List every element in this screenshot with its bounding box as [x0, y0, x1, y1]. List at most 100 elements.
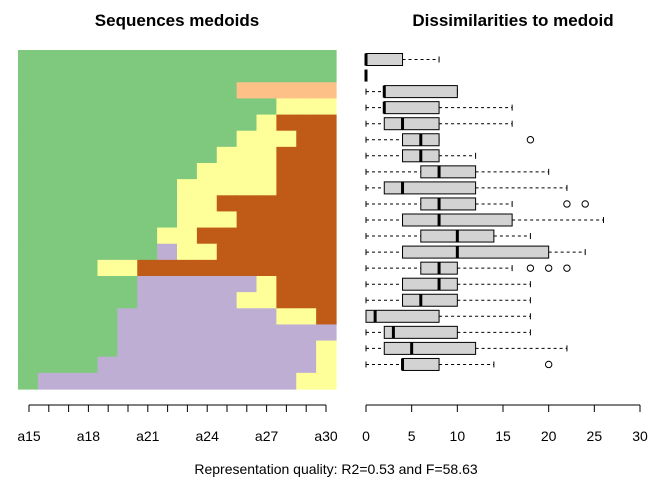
sequence-cell-r15-c11: [216, 276, 238, 293]
sequence-cell-r3-c13: [256, 82, 277, 100]
sequence-cell-r2-c14: [276, 66, 297, 83]
sequence-cell-r14-c16: [316, 259, 337, 277]
sequence-cell-r17-c4: [77, 308, 99, 326]
sequence-cell-r1-c9: [177, 50, 198, 67]
sequence-cell-r11-c5: [97, 211, 118, 229]
sequence-cell-r17-c6: [117, 308, 138, 326]
boxplot-tick-label-30: 30: [632, 428, 648, 444]
heatmap-tick-label-a24: a24: [196, 428, 220, 444]
box-4: [365, 101, 513, 115]
sequence-cell-r13-c4: [77, 243, 99, 261]
sequence-cell-r13-c15: [296, 243, 317, 261]
sequence-cell-r21-c13: [256, 372, 277, 390]
sequence-cell-r2-c9: [177, 66, 198, 83]
box-1: [364, 53, 440, 66]
sequence-cell-r12-c8: [157, 227, 178, 245]
sequence-cell-r1-c6: [117, 50, 138, 67]
sequence-cell-r8-c6: [117, 163, 138, 180]
sequence-cell-r20-c11: [216, 356, 238, 374]
sequence-cell-r3-c1: [18, 82, 39, 100]
sequence-cell-r3-c14: [276, 82, 297, 100]
sequence-cell-r19-c5: [97, 340, 118, 358]
box-8-iqr: [420, 165, 477, 179]
sequence-cell-r7-c15: [296, 146, 317, 164]
sequence-cell-r6-c8: [157, 130, 178, 148]
sequence-cell-r14-c8: [157, 259, 178, 277]
box-3-iqr: [383, 85, 458, 99]
sequence-cell-r5-c2: [37, 114, 59, 132]
boxplot-title: Dissimilarities to medoid: [412, 11, 613, 30]
sequence-cell-r7-c16: [316, 146, 337, 164]
sequence-cell-r15-c3: [57, 276, 79, 293]
sequence-cell-r9-c5: [97, 179, 118, 196]
sequence-cell-r18-c10: [196, 324, 218, 342]
boxplot-tick-label-20: 20: [541, 428, 557, 444]
sequence-cell-r18-c1: [18, 324, 39, 342]
box-19-iqr: [383, 341, 477, 355]
sequence-cell-r20-c16: [316, 356, 337, 374]
representation-quality-label: Representation quality: R2=0.53 and F=58…: [194, 461, 478, 477]
sequence-cell-r16-c3: [57, 292, 79, 309]
sequence-cell-r15-c4: [77, 276, 99, 293]
sequence-cell-r1-c4: [77, 50, 99, 67]
sequence-cell-r6-c7: [137, 130, 158, 148]
sequence-cell-r3-c10: [196, 82, 218, 100]
box-17: [365, 309, 531, 323]
sequence-cell-r8-c16: [316, 163, 337, 180]
sequence-cell-r4-c8: [157, 98, 178, 116]
sequence-cell-r10-c10: [196, 195, 218, 213]
sequence-cell-r12-c12: [236, 227, 258, 245]
sequence-cell-r17-c15: [296, 308, 317, 326]
sequence-cell-r17-c9: [177, 308, 198, 326]
sequence-cell-r4-c16: [316, 98, 337, 116]
box-6: [365, 133, 535, 147]
sequence-cell-r19-c12: [236, 340, 258, 358]
sequence-cell-r20-c9: [177, 356, 198, 374]
sequence-cell-r17-c1: [18, 308, 39, 326]
sequence-cell-r18-c7: [137, 324, 158, 342]
sequence-cell-r4-c11: [216, 98, 238, 116]
sequence-cell-r19-c9: [177, 340, 198, 358]
sequence-cell-r5-c8: [157, 114, 178, 132]
sequence-cell-r2-c15: [296, 66, 317, 83]
sequence-cell-r14-c4: [77, 259, 99, 277]
box-6-outlier-1: [526, 136, 535, 144]
sequence-cell-r2-c6: [117, 66, 138, 83]
sequence-cell-r13-c14: [276, 243, 297, 261]
sequence-cell-r18-c8: [157, 324, 178, 342]
sequence-cell-r1-c15: [296, 50, 317, 67]
boxplot-tick-label-0: 0: [362, 428, 370, 444]
sequence-cell-r20-c3: [57, 356, 79, 374]
sequence-cell-r14-c5: [97, 259, 118, 277]
boxplot-tick-label-10: 10: [450, 428, 466, 444]
sequence-cell-r14-c12: [236, 259, 258, 277]
sequence-cell-r6-c14: [276, 130, 297, 148]
sequence-cell-r18-c3: [57, 324, 79, 342]
sequence-cell-r11-c13: [256, 211, 277, 229]
sequence-cell-r17-c13: [256, 308, 277, 326]
sequence-cell-r1-c11: [216, 50, 238, 67]
sequence-cell-r8-c5: [97, 163, 118, 180]
sequence-cell-r12-c16: [316, 227, 337, 245]
sequence-cell-r8-c13: [256, 163, 277, 180]
sequence-cell-r9-c8: [157, 179, 178, 196]
sequence-cell-r21-c1: [18, 372, 39, 390]
sequence-cell-r6-c9: [177, 130, 198, 148]
sequence-cell-r8-c1: [18, 163, 39, 180]
sequence-cell-r1-c7: [137, 50, 158, 67]
sequence-cell-r1-c8: [157, 50, 178, 67]
sequence-cell-r10-c2: [37, 195, 59, 213]
sequence-cell-r6-c15: [296, 130, 317, 148]
sequence-cell-r3-c3: [57, 82, 79, 100]
box-7: [365, 149, 477, 163]
sequence-cell-r4-c12: [236, 98, 258, 116]
sequence-cell-r4-c10: [196, 98, 218, 116]
box-15-iqr: [402, 277, 458, 291]
sequence-cell-r12-c9: [177, 227, 198, 245]
sequence-cell-r21-c15: [296, 372, 317, 390]
sequence-cell-r7-c4: [77, 146, 99, 164]
sequence-cell-r20-c5: [97, 356, 118, 374]
heatmap-plot: [18, 50, 337, 390]
box-14-outlier-2: [544, 264, 553, 272]
box-18: [365, 325, 531, 339]
